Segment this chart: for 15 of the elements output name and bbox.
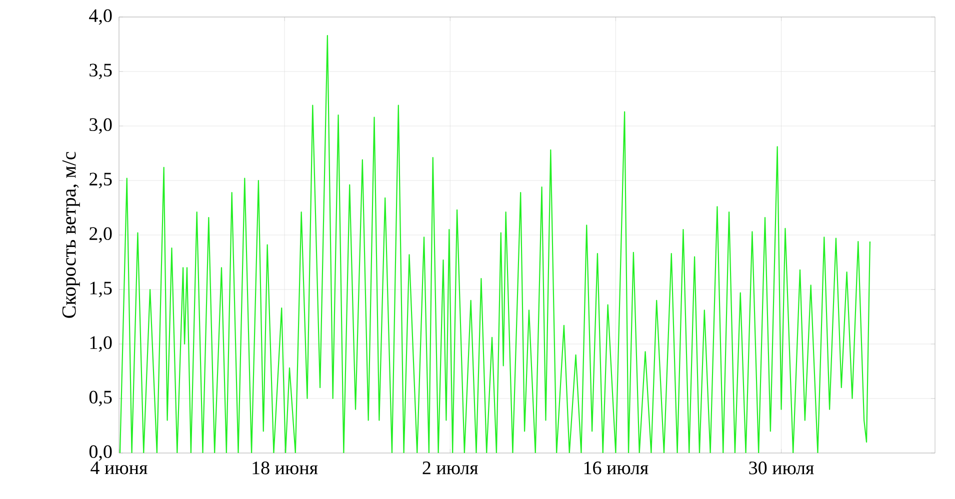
- y-tick-label: 4,0: [89, 9, 112, 25]
- x-tick-label: 2 июля: [422, 462, 478, 474]
- x-tick-label: 16 июля: [584, 462, 648, 474]
- y-tick-label: 3,0: [90, 118, 112, 134]
- x-tick-label: 4 июня: [90, 462, 148, 474]
- y-tick-label: 3,5: [90, 64, 112, 80]
- y-tick-label: 2,0: [90, 227, 112, 243]
- x-tick-label: 30 июля: [749, 462, 814, 474]
- x-tick-label: 18 июня: [252, 462, 318, 474]
- y-axis-title: Скорость ветра, м/с: [62, 152, 80, 318]
- y-tick-label: 0,5: [89, 390, 112, 406]
- y-tick-label: 1,5: [90, 282, 112, 298]
- y-tick-label: 1,0: [90, 336, 112, 352]
- y-tick-label: 2,5: [90, 172, 112, 188]
- y-tick-label: 0,0: [89, 445, 112, 461]
